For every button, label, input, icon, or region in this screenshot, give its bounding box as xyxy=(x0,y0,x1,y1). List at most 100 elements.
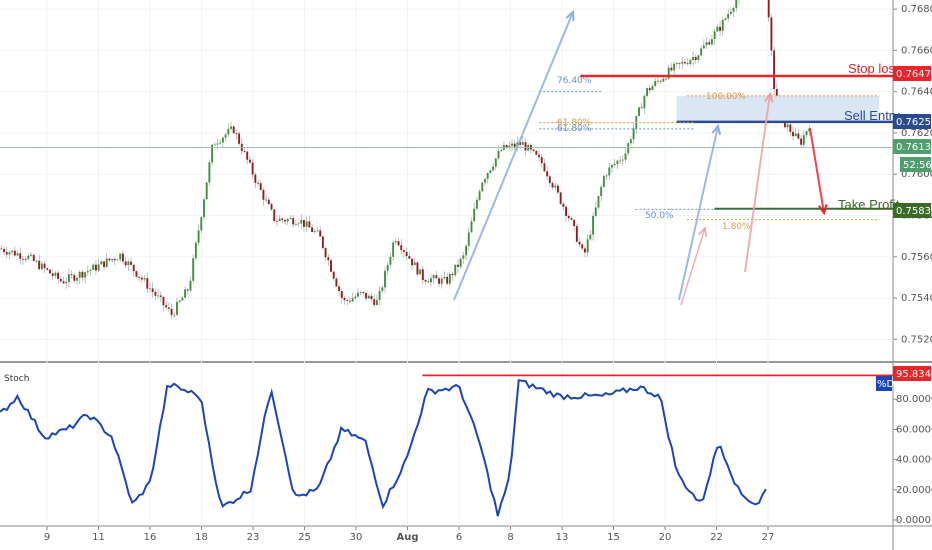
candle-body xyxy=(589,234,592,240)
candle-body xyxy=(670,67,673,71)
candle-body xyxy=(767,0,770,18)
take-profit-tag xyxy=(893,203,931,218)
stoch-title: Stoch xyxy=(4,374,29,384)
candle-body xyxy=(267,199,270,205)
candle-body xyxy=(173,314,176,316)
candle-body xyxy=(186,289,189,291)
candle-body xyxy=(675,62,678,64)
candle-body xyxy=(608,167,611,176)
price-axis: 0.76800 0.76600 0.76400 0.76200 0.76000 0.758… xyxy=(893,4,932,526)
candle-body xyxy=(629,139,632,144)
candle-body xyxy=(5,252,8,255)
candle-body xyxy=(219,142,222,144)
candle-body xyxy=(170,308,173,315)
time-tick-label: 27 xyxy=(762,532,775,543)
candle-body xyxy=(419,269,422,275)
fib-trend-arrow-3-head xyxy=(764,91,774,103)
last-price-tag-value: 0.76130 xyxy=(896,142,932,153)
candle-body xyxy=(681,61,684,64)
candle-body xyxy=(621,159,624,161)
candle-body xyxy=(62,281,65,284)
candle-body xyxy=(643,95,646,109)
candle-body xyxy=(581,244,584,249)
candle-body xyxy=(243,151,246,152)
candle-body xyxy=(551,183,554,188)
candle-body xyxy=(662,78,665,82)
candle-body xyxy=(543,163,546,172)
candle-body xyxy=(70,274,73,276)
candle-body xyxy=(492,166,495,171)
candle-body xyxy=(27,255,30,260)
candle-body xyxy=(683,61,686,64)
candle-body xyxy=(386,264,389,271)
candle-body xyxy=(427,281,430,283)
fib-trend-arrow-2-head xyxy=(711,123,722,135)
fib-trend-arrow-3 xyxy=(744,93,771,273)
candle-body xyxy=(135,271,138,277)
candle-body xyxy=(659,80,662,82)
candle-body xyxy=(97,264,100,271)
candle-body xyxy=(554,185,557,188)
candle-body xyxy=(519,142,522,145)
candle-body xyxy=(475,199,478,209)
candle-body xyxy=(54,272,57,276)
candle-body xyxy=(46,268,49,270)
candle-body xyxy=(462,255,465,259)
candle-body xyxy=(108,258,111,261)
candle-body xyxy=(140,277,143,280)
candle-body xyxy=(556,185,559,193)
candle-body xyxy=(381,287,384,291)
candle-body xyxy=(111,259,114,261)
candle-body xyxy=(613,163,616,165)
candle-body xyxy=(708,42,711,45)
candle-body xyxy=(413,262,416,266)
candle-body xyxy=(600,186,603,197)
candle-body xyxy=(540,157,543,164)
candle-body xyxy=(667,67,670,79)
candle-body xyxy=(394,241,397,243)
candle-body xyxy=(451,273,454,276)
candle-body xyxy=(94,264,97,271)
candle-body xyxy=(8,252,11,255)
candle-body xyxy=(370,295,373,300)
candle-body xyxy=(289,218,292,220)
fib-label-1-8: 1.80% xyxy=(722,222,751,232)
candle-body xyxy=(689,60,692,65)
candle-body xyxy=(656,80,659,82)
candle-body xyxy=(313,231,316,233)
candle-body xyxy=(270,204,273,210)
stoch-line xyxy=(0,379,767,517)
candle-body xyxy=(216,143,219,145)
candle-body xyxy=(446,276,449,284)
drawings xyxy=(0,9,893,306)
candle-body xyxy=(627,143,630,154)
time-tick-label: 18 xyxy=(195,532,208,543)
candle-body xyxy=(654,81,657,86)
candle-body xyxy=(702,45,705,49)
candle-body xyxy=(586,239,589,253)
time-axis: 9 11 16 18 23 25 30 Aug 6 8 13 15 20 22 27 xyxy=(44,526,775,543)
time-tick-label: 11 xyxy=(92,532,105,543)
fib-label-50: 50.0% xyxy=(645,211,674,221)
candle-body xyxy=(692,56,694,61)
candle-body xyxy=(281,218,284,220)
candle-body xyxy=(384,270,386,288)
candle-body xyxy=(275,220,278,222)
candle-body xyxy=(192,258,195,281)
entry-zone xyxy=(676,95,880,122)
candle-body xyxy=(729,11,732,14)
candle-body xyxy=(59,278,62,282)
fib-label-61b: 61.80% xyxy=(557,124,592,134)
candle-body xyxy=(303,220,305,227)
candle-body xyxy=(154,292,157,296)
candle-body xyxy=(119,253,122,260)
candle-body xyxy=(262,189,265,200)
candle-body xyxy=(16,253,19,256)
price-tick-label: 0.76600 xyxy=(901,45,932,56)
candle-body xyxy=(254,174,257,183)
candle-body xyxy=(430,278,432,283)
time-tick-label: 15 xyxy=(607,532,620,543)
price-tick-label: 0.76400 xyxy=(901,87,932,98)
candle-body xyxy=(40,263,43,270)
